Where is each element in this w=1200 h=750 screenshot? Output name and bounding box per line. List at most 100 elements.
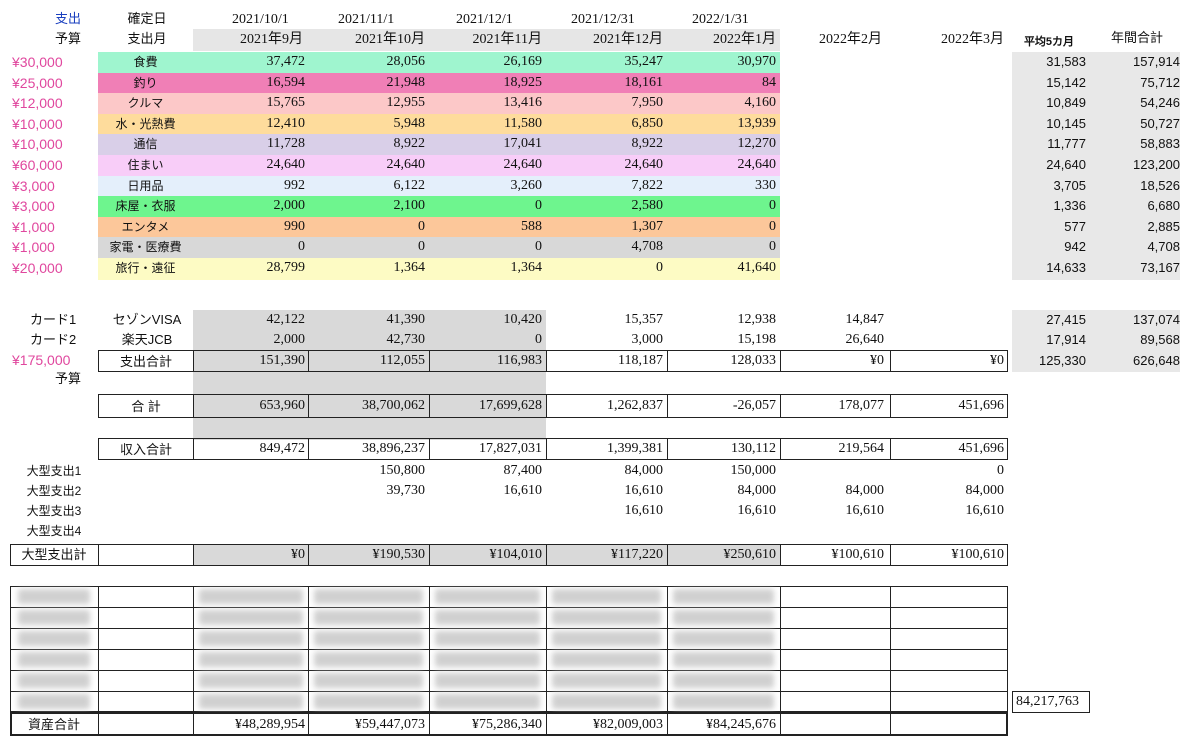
blurred-asset-value (673, 631, 774, 646)
category-value: 5,948 (393, 116, 426, 131)
category-annual-total: 18,526 (1140, 178, 1180, 193)
category-annual-total: 157,914 (1133, 54, 1180, 69)
category-value: 8,922 (393, 136, 426, 151)
card2-value: 3,000 (631, 332, 664, 347)
spend-row-divider (780, 350, 781, 372)
large-total-value: ¥117,220 (611, 547, 663, 562)
category-side-band (1012, 196, 1180, 218)
blurred-asset-label (18, 652, 90, 667)
income-row-value: 1,399,381 (607, 441, 663, 456)
category-side-band (1012, 114, 1180, 136)
category-value: 1,307 (631, 219, 664, 234)
asset-total-divider (429, 712, 430, 736)
category-row-band (98, 258, 780, 280)
header-month-2: 2021年10月 (355, 32, 425, 47)
category-value: 24,640 (737, 157, 777, 172)
category-side-band (1012, 237, 1180, 259)
category-value: 7,950 (631, 95, 664, 110)
card1-annual-total: 137,074 (1133, 312, 1180, 327)
category-average: 24,640 (1046, 157, 1086, 172)
blurred-asset-label (18, 610, 90, 625)
spend-total-value: ¥0 (870, 353, 884, 368)
category-value: 24,640 (503, 157, 543, 172)
sum-row-value: 38,700,062 (362, 398, 425, 413)
card2-value: 42,730 (386, 332, 426, 347)
category-value: 6,122 (393, 178, 426, 193)
spend-total-value: ¥0 (990, 353, 1004, 368)
card2-value: 26,640 (845, 332, 885, 347)
category-budget: ¥3,000 (12, 198, 55, 214)
category-name: エンタメ (121, 220, 170, 234)
spend-row-divider (890, 350, 891, 372)
large-expense-value: 0 (997, 463, 1004, 478)
header-month-5: 2022年1月 (713, 32, 776, 47)
category-value: 0 (535, 198, 542, 213)
category-value: 2,580 (631, 198, 664, 213)
asset-row-divider (10, 628, 1008, 629)
category-annual-total: 4,708 (1147, 239, 1180, 254)
category-side-band (1012, 134, 1180, 156)
large-total-divider (98, 544, 99, 566)
blurred-asset-value (314, 652, 423, 667)
asset-total-divider (780, 712, 781, 736)
spend-total-average: 125,330 (1039, 353, 1086, 368)
category-side-band (1012, 176, 1180, 198)
header-confirm-date-label: 確定日 (127, 11, 167, 26)
card1-value: 41,390 (386, 312, 426, 327)
category-value: 0 (769, 219, 776, 234)
category-value: 0 (418, 219, 425, 234)
card2-value: 15,198 (737, 332, 777, 347)
category-row-band (98, 114, 780, 136)
category-value: 0 (769, 239, 776, 254)
large-expense-value: 84,000 (845, 483, 885, 498)
blurred-asset-value (673, 694, 774, 709)
category-value: 13,416 (503, 95, 543, 110)
cards-gray-band (193, 310, 546, 372)
category-value: 330 (755, 178, 776, 193)
category-budget: ¥30,000 (12, 54, 63, 70)
large-total-divider (308, 544, 309, 566)
blurred-asset-value (435, 673, 540, 688)
header-date-4: 2021/12/31 (571, 12, 635, 27)
blurred-asset-value (552, 610, 661, 625)
assets-total-label: 資産合計 (27, 717, 80, 732)
category-name: 釣り (133, 76, 158, 90)
sum-row-divider (667, 394, 668, 418)
blurred-asset-value (435, 610, 540, 625)
category-value: 3,260 (510, 178, 543, 193)
category-name: 水・光熱費 (115, 117, 176, 131)
large-expense-label: 大型支出2 (26, 484, 82, 498)
income-row-divider (667, 438, 668, 460)
sum-row-label: 合 計 (131, 399, 161, 414)
large-expense-value: 16,610 (503, 483, 543, 498)
category-annual-total: 73,167 (1140, 260, 1180, 275)
category-value: 37,472 (266, 54, 306, 69)
category-value: 28,799 (266, 260, 306, 275)
asset-total-divider (308, 712, 309, 736)
income-row-label: 収入合計 (119, 442, 172, 457)
category-average: 14,633 (1046, 260, 1086, 275)
spend-row-divider (193, 350, 194, 372)
assets-side-value: 84,217,763 (1016, 694, 1079, 709)
income-row-value: 38,896,237 (362, 441, 425, 456)
card2-value: 0 (535, 332, 542, 347)
category-value: 11,728 (267, 136, 305, 151)
category-name: 旅行・遠征 (115, 261, 176, 275)
card1-value: 14,847 (845, 312, 885, 327)
asset-total-divider (890, 712, 891, 736)
category-annual-total: 123,200 (1133, 157, 1180, 172)
asset-total-divider (546, 712, 547, 736)
header-date-5: 2022/1/31 (692, 12, 749, 27)
category-value: 588 (521, 219, 542, 234)
category-name: 食費 (133, 55, 158, 69)
blurred-asset-value (552, 673, 661, 688)
blurred-asset-value (199, 631, 303, 646)
income-row-value: 130,112 (731, 441, 776, 456)
large-expense-value: 16,610 (737, 503, 777, 518)
header-budget-label: 予算 (54, 31, 81, 46)
sum-row-box (98, 394, 1008, 418)
blurred-asset-value (199, 610, 303, 625)
category-name: クルマ (127, 96, 164, 110)
category-name: 通信 (133, 137, 158, 151)
sum-row-value: -26,057 (732, 398, 776, 413)
